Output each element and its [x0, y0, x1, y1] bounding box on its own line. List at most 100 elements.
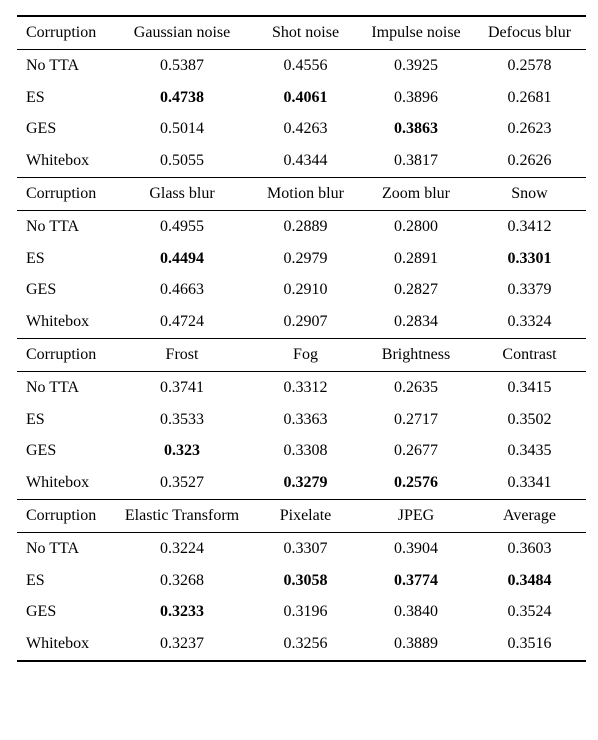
- column-header: Motion blur: [252, 176, 359, 211]
- method-label: GES: [26, 603, 57, 621]
- table-row: GES 0.3233 0.3196 0.3840 0.3524: [17, 596, 586, 628]
- value-cell: 0.3341: [507, 474, 552, 492]
- value-cell: 0.3268: [160, 571, 204, 589]
- value-cell: 0.4955: [112, 209, 252, 243]
- column-header: Average: [473, 498, 586, 533]
- value-cell: 0.2623: [507, 120, 552, 138]
- column-header: Defocus blur: [473, 14, 586, 50]
- value-cell: 0.2889: [252, 209, 359, 243]
- table-row: No TTA 0.4955 0.2889 0.2800 0.3412: [17, 209, 586, 243]
- value-cell: 0.5014: [160, 120, 204, 138]
- value-cell: 0.3896: [394, 88, 438, 106]
- value-cell: 0.3324: [507, 313, 552, 331]
- method-label: GES: [26, 120, 57, 138]
- value-cell: 0.3058: [283, 571, 328, 589]
- corruption-header-label: Corruption: [17, 14, 112, 50]
- value-cell: 0.3435: [507, 442, 552, 460]
- value-cell: 0.4556: [252, 48, 359, 82]
- value-cell: 0.3312: [252, 370, 359, 404]
- method-label: Whitebox: [26, 474, 90, 492]
- value-cell: 0.2681: [507, 88, 552, 106]
- value-cell: 0.5055: [160, 152, 204, 170]
- value-cell: 0.3863: [394, 120, 438, 138]
- table-row: GES 0.323 0.3308 0.2677 0.3435: [17, 435, 586, 467]
- column-header: JPEG: [359, 498, 473, 533]
- table-row: ES 0.4738 0.4061 0.3896 0.2681: [17, 82, 586, 114]
- value-cell: 0.3904: [359, 531, 473, 565]
- value-cell: 0.4061: [283, 88, 328, 106]
- method-label: ES: [26, 88, 45, 106]
- value-cell: 0.2979: [283, 249, 328, 267]
- column-header: Contrast: [473, 337, 586, 372]
- column-header: Gaussian noise: [112, 14, 252, 50]
- value-cell: 0.3603: [473, 531, 586, 565]
- value-cell: 0.3524: [507, 603, 552, 621]
- results-table: Corruption Gaussian noise Shot noise Impuls…: [17, 14, 586, 662]
- value-cell: 0.3925: [359, 48, 473, 82]
- column-header: Frost: [112, 337, 252, 372]
- table-row: ES 0.3533 0.3363 0.2717 0.3502: [17, 404, 586, 436]
- value-cell: 0.3412: [473, 209, 586, 243]
- header-row: Corruption Gaussian noise Shot noise Impuls…: [17, 14, 586, 50]
- value-cell: 0.3840: [394, 603, 438, 621]
- corruption-header-label: Corruption: [17, 498, 112, 533]
- table-row: Whitebox 0.3237 0.3256 0.3889 0.3516: [17, 628, 586, 662]
- value-cell: 0.3256: [252, 628, 359, 662]
- table-row: GES 0.5014 0.4263 0.3863 0.2623: [17, 113, 586, 145]
- table-row: Whitebox 0.4724 0.2907 0.2834 0.3324: [17, 306, 586, 338]
- value-cell: 0.3817: [394, 152, 438, 170]
- column-header: Shot noise: [252, 14, 359, 50]
- table-row: ES 0.4494 0.2979 0.2891 0.3301: [17, 243, 586, 275]
- value-cell: 0.4724: [160, 313, 204, 331]
- table-row: Whitebox 0.3527 0.3279 0.2576 0.3341: [17, 467, 586, 499]
- corruption-header-label: Corruption: [17, 176, 112, 211]
- value-cell: 0.3307: [252, 531, 359, 565]
- value-cell: 0.4344: [283, 152, 328, 170]
- column-header: Snow: [473, 176, 586, 211]
- value-cell: 0.2907: [283, 313, 328, 331]
- value-cell: 0.2717: [394, 410, 438, 428]
- value-cell: 0.4738: [160, 88, 204, 106]
- column-header: Elastic Transform: [112, 498, 252, 533]
- column-header: Brightness: [359, 337, 473, 372]
- value-cell: 0.3774: [394, 571, 438, 589]
- value-cell: 0.2578: [473, 48, 586, 82]
- value-cell: 0.2834: [394, 313, 438, 331]
- value-cell: 0.3516: [473, 628, 586, 662]
- column-header: Fog: [252, 337, 359, 372]
- value-cell: 0.3308: [283, 442, 328, 460]
- value-cell: 0.3484: [507, 571, 552, 589]
- method-label: No TTA: [17, 209, 112, 243]
- value-cell: 0.2827: [394, 281, 438, 299]
- value-cell: 0.2626: [507, 152, 552, 170]
- method-label: Whitebox: [17, 628, 112, 662]
- value-cell: 0.3224: [112, 531, 252, 565]
- value-cell: 0.3502: [507, 410, 552, 428]
- value-cell: 0.2635: [359, 370, 473, 404]
- table-row: No TTA 0.5387 0.4556 0.3925 0.2578: [17, 48, 586, 82]
- method-label: No TTA: [17, 48, 112, 82]
- header-row: Corruption Frost Fog Brightness Contrast: [17, 337, 586, 372]
- value-cell: 0.2677: [394, 442, 438, 460]
- table-row: GES 0.4663 0.2910 0.2827 0.3379: [17, 274, 586, 306]
- value-cell: 0.4263: [283, 120, 328, 138]
- method-label: GES: [26, 281, 57, 299]
- table-row: No TTA 0.3741 0.3312 0.2635 0.3415: [17, 370, 586, 404]
- column-header: Pixelate: [252, 498, 359, 533]
- value-cell: 0.2910: [283, 281, 328, 299]
- value-cell: 0.3741: [112, 370, 252, 404]
- value-cell: 0.4494: [160, 249, 204, 267]
- column-header: Zoom blur: [359, 176, 473, 211]
- value-cell: 0.3363: [283, 410, 328, 428]
- value-cell: 0.3237: [112, 628, 252, 662]
- value-cell: 0.3301: [507, 249, 552, 267]
- value-cell: 0.3233: [160, 603, 204, 621]
- header-row: Corruption Elastic Transform Pixelate JPEG A…: [17, 498, 586, 533]
- value-cell: 0.4663: [160, 281, 204, 299]
- method-label: No TTA: [17, 370, 112, 404]
- value-cell: 0.3415: [473, 370, 586, 404]
- method-label: Whitebox: [26, 313, 90, 331]
- column-header: Glass blur: [112, 176, 252, 211]
- column-header: Impulse noise: [359, 14, 473, 50]
- method-label: GES: [26, 442, 57, 460]
